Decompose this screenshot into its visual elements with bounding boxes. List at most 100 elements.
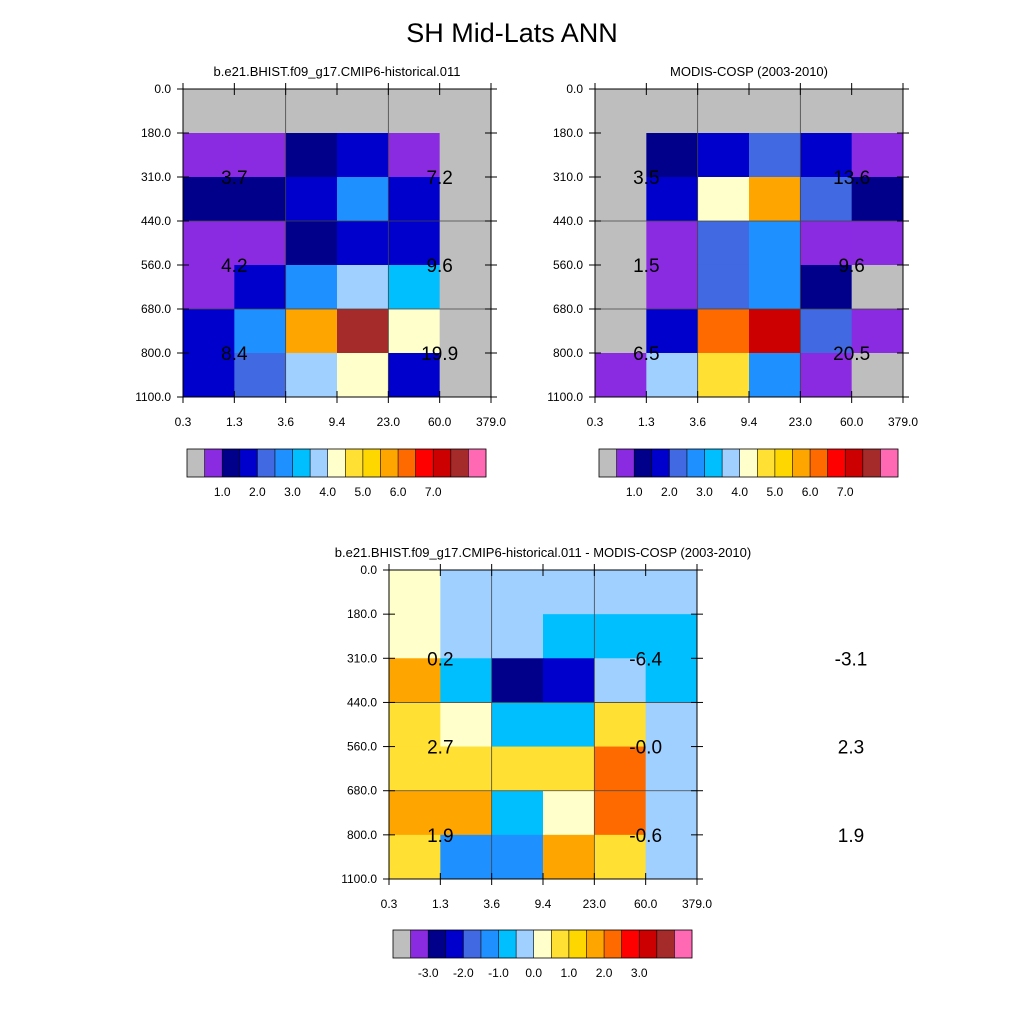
y-tick-label: 440.0 <box>347 695 377 709</box>
y-tick-label: 800.0 <box>553 346 583 360</box>
heatmap-cell <box>389 834 441 880</box>
colorbar-swatch <box>274 449 293 477</box>
colorbar-swatch <box>222 449 241 477</box>
heatmap-cell <box>234 89 287 134</box>
x-tick-label: 0.3 <box>175 415 192 429</box>
x-tick-label: 9.4 <box>535 897 552 911</box>
heatmap-cell <box>594 834 647 880</box>
x-tick-label: 379.0 <box>682 897 712 911</box>
heatmap-cell <box>388 352 441 398</box>
cell-value-label: 1.5 <box>633 256 659 277</box>
heatmap-cell <box>389 658 441 703</box>
x-tick-label: 1.3 <box>638 415 655 429</box>
colorbar-swatch <box>257 449 276 477</box>
x-tick-label: 23.0 <box>377 415 401 429</box>
y-tick-label: 180.0 <box>347 607 377 621</box>
heatmap-cell <box>183 309 235 354</box>
colorbar-swatch <box>468 449 487 477</box>
heatmap-cell <box>749 309 801 354</box>
cell-value-label: 7.2 <box>426 168 452 189</box>
colorbar-swatch <box>674 930 693 958</box>
colorbar-swatch <box>604 930 622 958</box>
heatmap-cell <box>337 264 389 310</box>
heatmap-cell <box>697 133 750 178</box>
heatmap-cell <box>183 89 235 134</box>
colorbar-swatch <box>480 930 499 958</box>
heatmap-cell <box>388 264 441 310</box>
colorbar-label: 3.0 <box>631 966 648 980</box>
heatmap-cell <box>183 352 235 398</box>
y-tick-label: 0.0 <box>566 82 583 96</box>
heatmap-cell <box>851 133 904 178</box>
x-tick-label: 0.3 <box>587 415 604 429</box>
heatmap-cell <box>646 89 699 134</box>
x-tick-label: 379.0 <box>888 415 918 429</box>
colorbar-swatch <box>393 930 411 958</box>
colorbar-swatch <box>516 930 535 958</box>
heatmap-cell <box>646 221 699 266</box>
colorbar-swatch <box>410 930 429 958</box>
heatmap-cell <box>389 614 441 659</box>
colorbar-swatch <box>827 449 846 477</box>
colorbar-swatch <box>845 449 864 477</box>
colorbar-swatch <box>345 449 364 477</box>
x-tick-label: 60.0 <box>840 415 864 429</box>
y-tick-label: 680.0 <box>141 302 171 316</box>
heatmap-cell <box>749 264 801 310</box>
y-tick-label: 180.0 <box>141 126 171 140</box>
heatmap-cell <box>234 352 287 398</box>
x-tick-label: 379.0 <box>476 415 506 429</box>
heatmap-cell <box>337 309 389 354</box>
panel-title: b.e21.BHIST.f09_g17.CMIP6-historical.011 <box>214 64 461 79</box>
heatmap-cell <box>851 89 904 134</box>
colorbar-swatch <box>380 449 399 477</box>
heatmap-cell <box>697 221 750 266</box>
heatmap-cell <box>234 133 287 178</box>
y-tick-label: 560.0 <box>553 258 583 272</box>
heatmap-cell <box>337 352 389 398</box>
colorbar-swatch <box>327 449 346 477</box>
colorbar-swatch <box>862 449 881 477</box>
heatmap-cell <box>645 702 698 748</box>
heatmap-cell <box>183 176 235 222</box>
heatmap-cell <box>337 221 389 266</box>
colorbar-swatch <box>362 449 381 477</box>
cell-value-label: -6.4 <box>629 649 662 670</box>
heatmap-cell <box>646 133 699 178</box>
heatmap-cell <box>285 89 338 134</box>
heatmap-cell <box>285 352 338 398</box>
heatmap-cell <box>285 133 338 178</box>
heatmap-cell <box>800 264 853 310</box>
heatmap-cell <box>388 221 441 266</box>
heatmap-cell <box>800 309 853 354</box>
cell-value-label: 13.6 <box>833 168 870 189</box>
heatmap-cell <box>645 570 698 615</box>
colorbar-swatch <box>187 449 205 477</box>
heatmap-cell <box>749 221 801 266</box>
heatmap-cell <box>594 702 647 748</box>
heatmap-cell <box>543 658 595 703</box>
cell-value-label: -0.6 <box>629 826 662 847</box>
cell-value-label: 9.6 <box>838 256 864 277</box>
colorbar-swatch <box>599 449 617 477</box>
heatmap-cell <box>389 790 441 836</box>
y-tick-label: 800.0 <box>141 346 171 360</box>
y-tick-label: 310.0 <box>141 170 171 184</box>
colorbar-label: 4.0 <box>731 485 748 499</box>
heatmap-cell <box>851 176 904 222</box>
colorbar-swatch <box>568 930 587 958</box>
cell-value-label: 6.5 <box>633 344 659 365</box>
heatmap-cell <box>439 221 492 266</box>
colorbar-label: 1.0 <box>626 485 643 499</box>
colorbar-swatch <box>880 449 899 477</box>
heatmap-cell <box>697 176 750 222</box>
colorbar-label: -1.0 <box>488 966 509 980</box>
colorbar-label: 4.0 <box>319 485 336 499</box>
x-tick-label: 60.0 <box>634 897 658 911</box>
y-tick-label: 310.0 <box>553 170 583 184</box>
heatmap-cell <box>389 570 441 615</box>
colorbar-swatch <box>739 449 758 477</box>
heatmap-cell <box>440 570 493 615</box>
heatmap-cell <box>800 133 853 178</box>
heatmap-cell <box>440 834 493 880</box>
